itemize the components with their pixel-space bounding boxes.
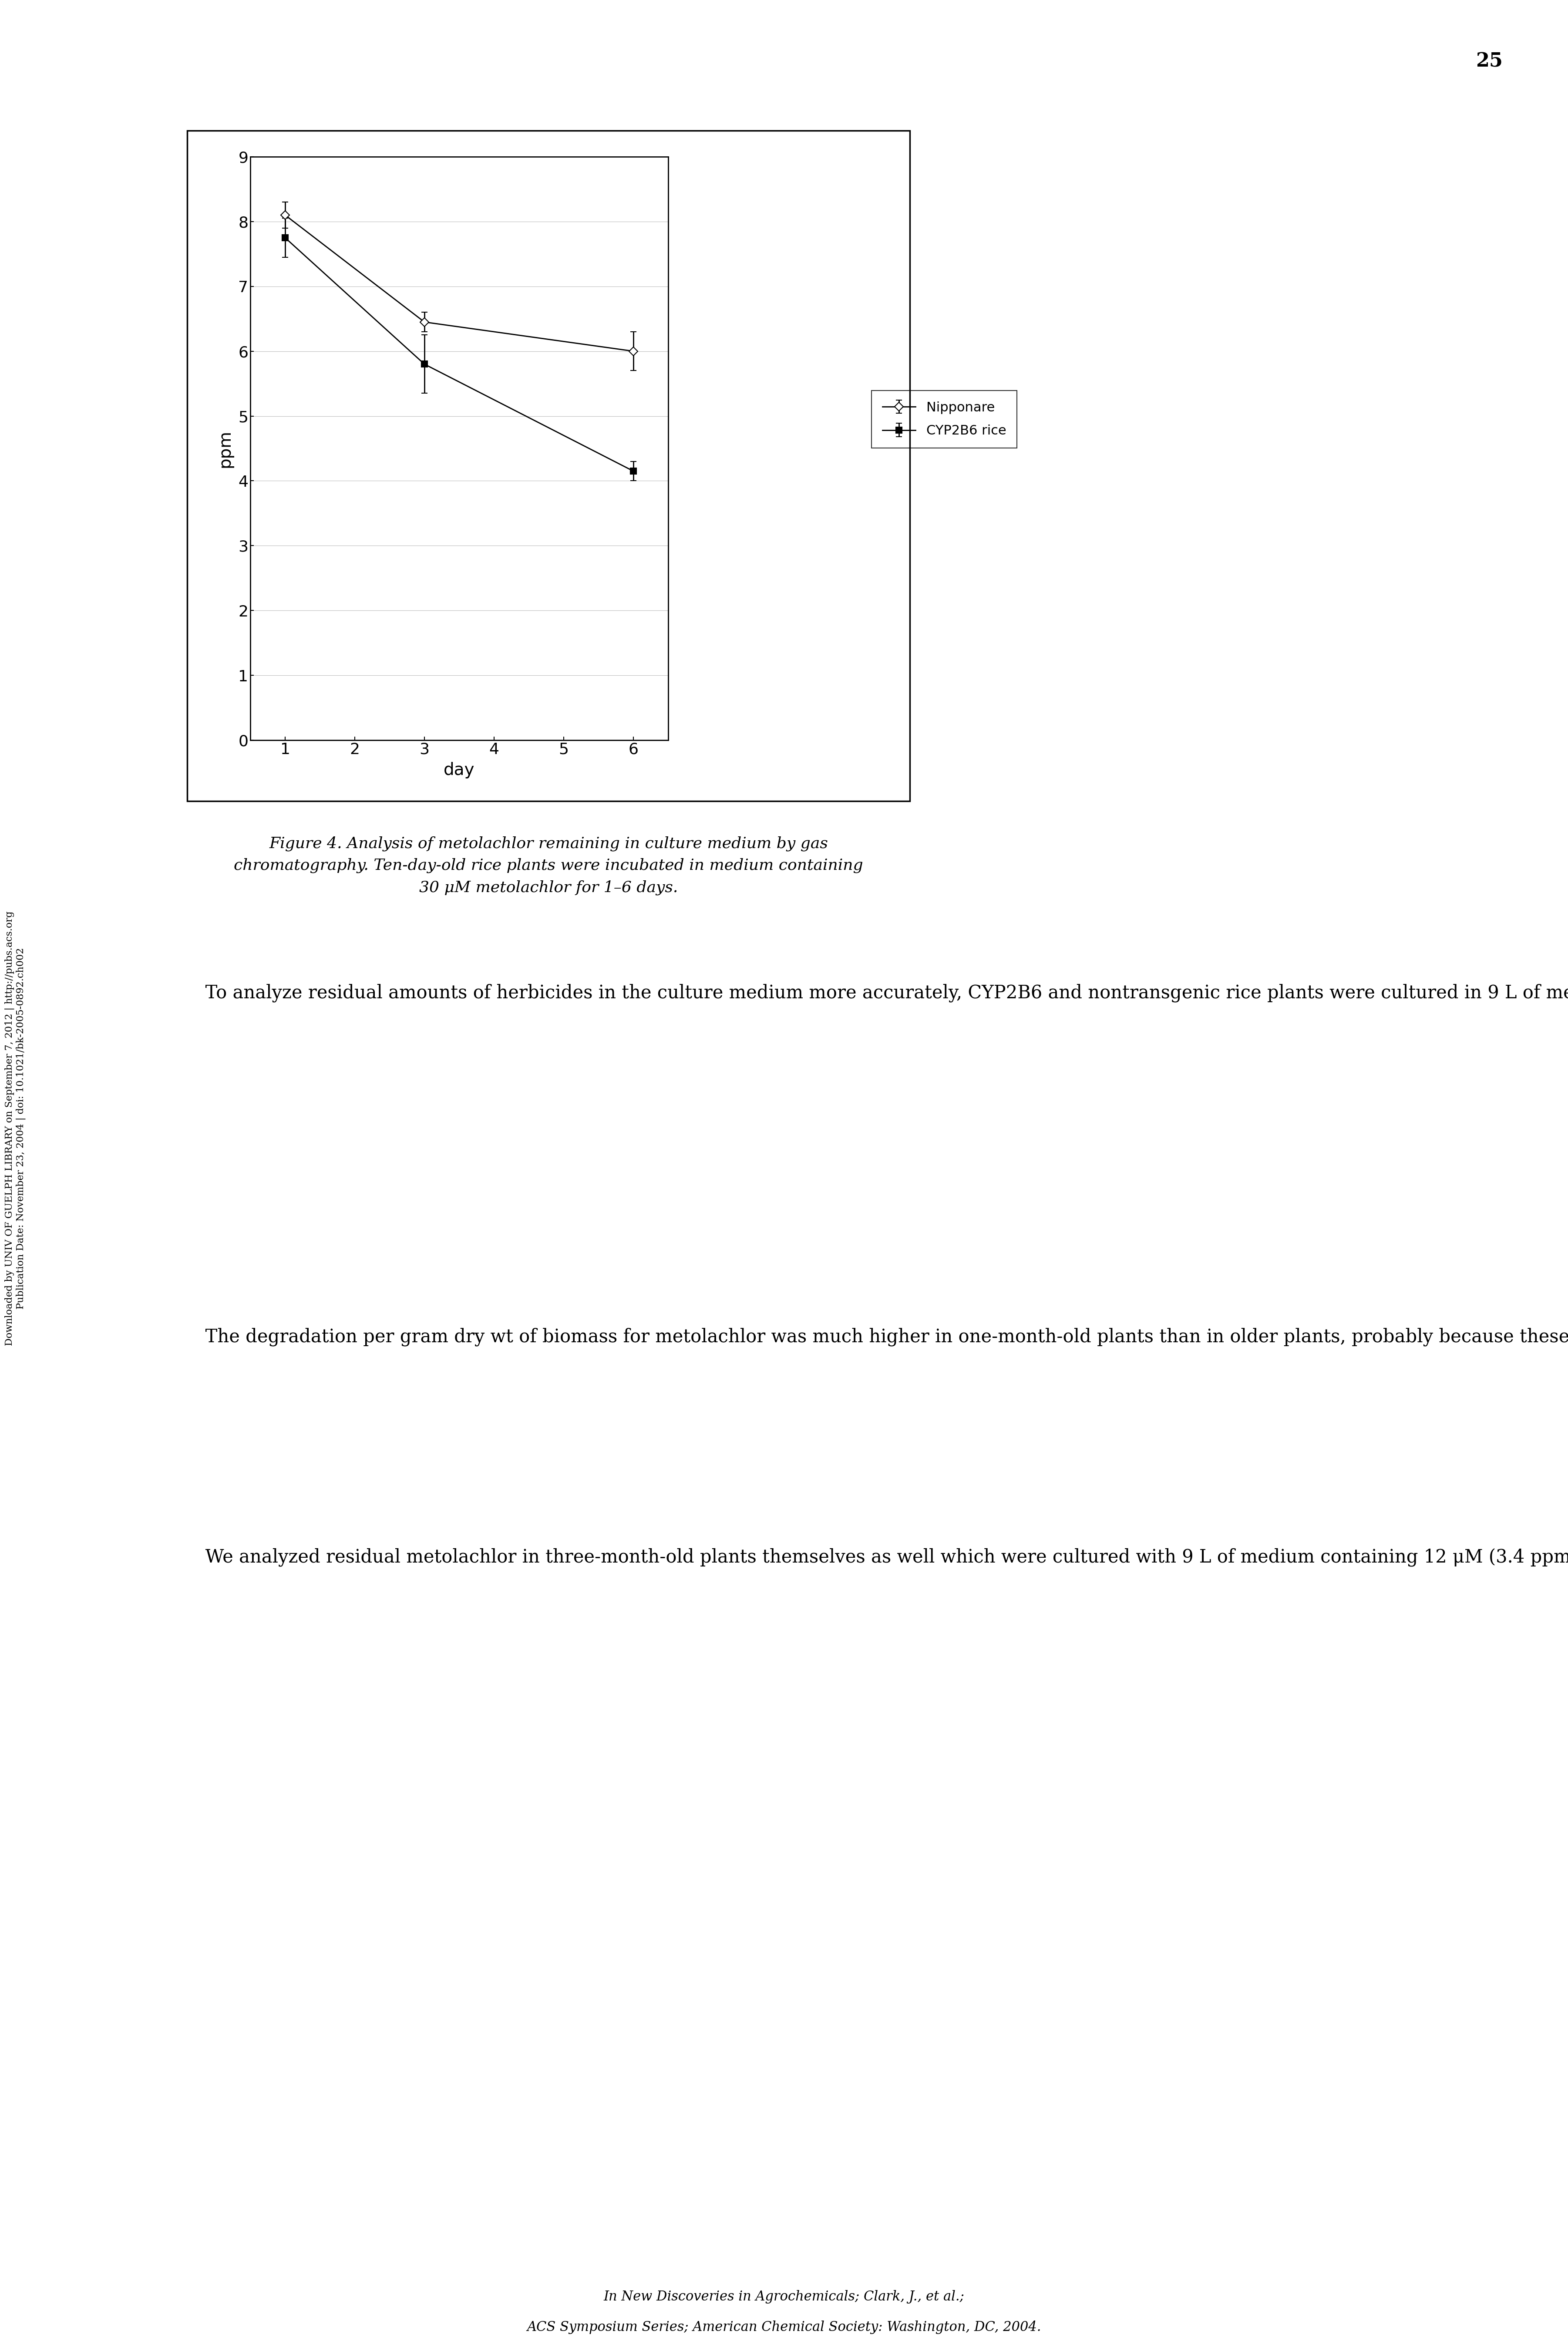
Text: ACS Symposium Series; American Chemical Society: Washington, DC, 2004.: ACS Symposium Series; American Chemical … <box>527 2320 1041 2335</box>
Text: The degradation per gram dry wt of biomass for metolachlor was much higher in on: The degradation per gram dry wt of bioma… <box>187 1328 1568 1347</box>
Legend: Nipponare, CYP2B6 rice: Nipponare, CYP2B6 rice <box>872 390 1016 447</box>
Text: To analyze residual amounts of herbicides in the culture medium more accurately,: To analyze residual amounts of herbicide… <box>187 985 1568 1002</box>
Text: We analyzed residual metolachlor in three-month-old plants themselves as well wh: We analyzed residual metolachlor in thre… <box>187 1547 1568 1566</box>
Text: Downloaded by UNIV OF GUELPH LIBRARY on September 7, 2012 | http://pubs.acs.org
: Downloaded by UNIV OF GUELPH LIBRARY on … <box>5 912 25 1345</box>
Y-axis label: ppm: ppm <box>216 430 234 468</box>
Text: Figure 4. Analysis of metolachlor remaining in culture medium by gas
chromatogra: Figure 4. Analysis of metolachlor remain… <box>234 837 862 896</box>
X-axis label: day: day <box>444 762 475 778</box>
Text: 25: 25 <box>1475 52 1502 71</box>
Text: In New Discoveries in Agrochemicals; Clark, J., et al.;: In New Discoveries in Agrochemicals; Cla… <box>604 2290 964 2304</box>
